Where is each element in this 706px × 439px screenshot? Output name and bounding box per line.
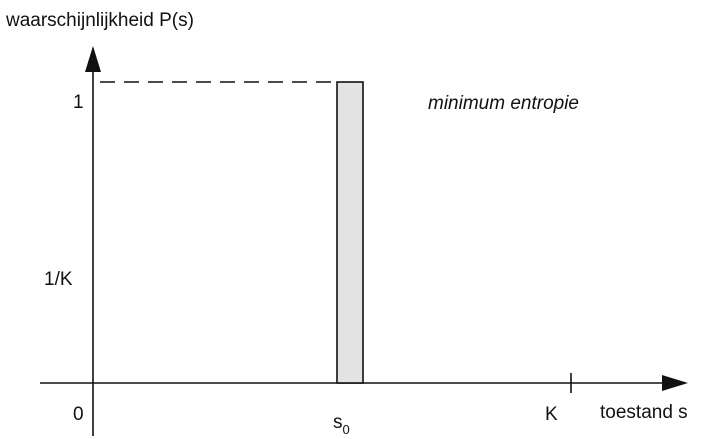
x-axis-arrowhead (662, 375, 688, 391)
x-axis-label: toestand s (600, 402, 688, 423)
y-tick-label-0: 0 (73, 404, 84, 425)
y-axis-label: waarschijnlijkheid P(s) (5, 10, 194, 31)
x-tick-label-s0: s0 (333, 412, 350, 437)
y-axis-arrowhead (85, 46, 101, 72)
bar-s0 (336, 81, 364, 384)
x-tick-label-k: K (545, 404, 558, 425)
y-tick-label-1-over-k: 1/K (44, 269, 73, 290)
annotation-minimum-entropie: minimum entropie (428, 93, 579, 114)
y-tick-label-1: 1 (73, 92, 84, 113)
